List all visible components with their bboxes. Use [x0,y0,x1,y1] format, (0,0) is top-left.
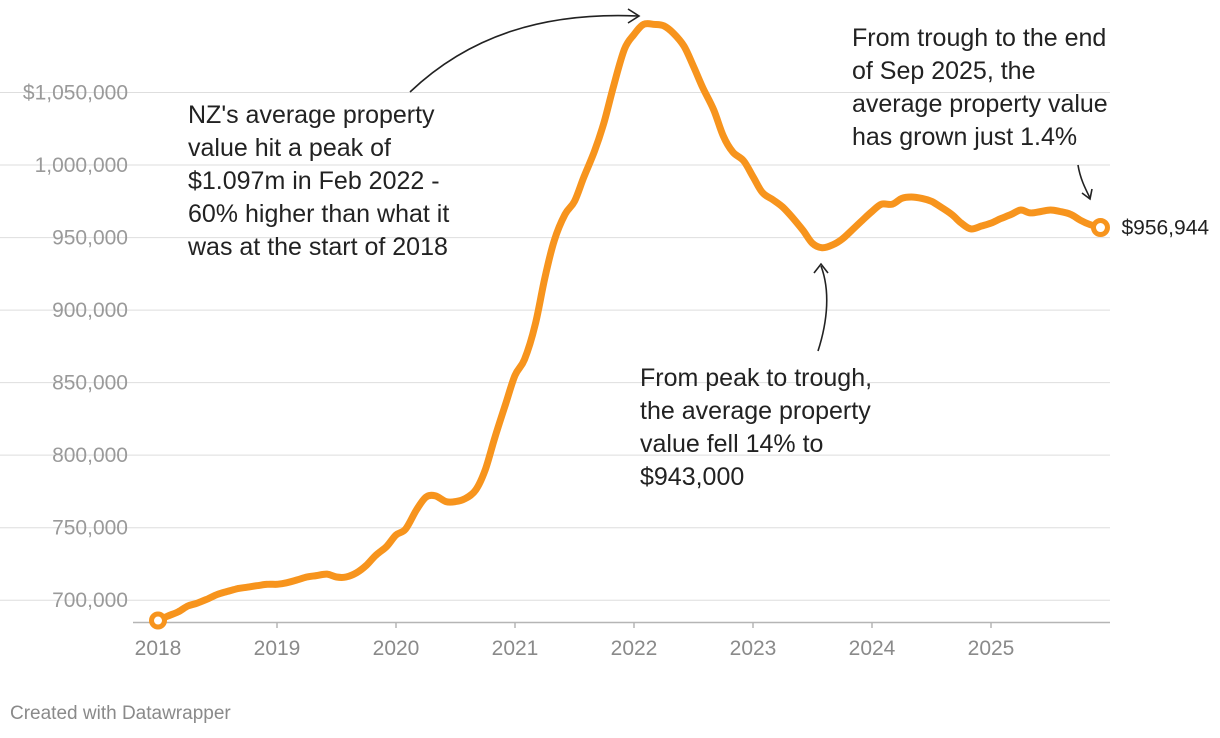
annotation-peak: NZ's average property value hit a peak of… [187,101,449,261]
annotation-trough: From peak to trough, the average property… [640,364,872,491]
arrow-end-head [1081,188,1093,201]
end-value-label: $956,944 [1121,217,1209,240]
series-line-average-property-value [154,20,1104,624]
annotation-line: 60% higher than what it [188,200,449,228]
y-tick-label: 850,000 [52,372,128,395]
arrow-trough [817,265,828,352]
x-tick-label: 2020 [373,637,420,660]
annotation-line: $1.097m in Feb 2022 - [188,167,440,195]
annotation-line: value hit a peak of [188,134,391,162]
arrow-end [1077,164,1091,199]
annotation-line: NZ's average property [188,101,435,129]
annotation-end: From trough to the end of Sep 2025, the av… [852,24,1108,151]
annotation-line: was at the start of 2018 [187,233,448,261]
gridlines [0,92,1110,601]
y-axis-tick-labels: 700,000 750,000 800,000 850,000 900,000 950,0… [23,82,128,613]
x-tick-label: 2024 [849,637,896,660]
annotation-line: of Sep 2025, the [852,57,1035,85]
y-tick-label: 700,000 [52,589,128,612]
annotation-line: the average property [640,397,871,425]
y-tick-label: 1,000,000 [35,154,128,177]
y-tick-label: 750,000 [52,517,128,540]
footer-credit: Created with Datawrapper [10,703,231,724]
annotation-line: average property value [852,90,1108,118]
x-tick-label: 2021 [492,637,539,660]
x-tick-label: 2025 [968,637,1015,660]
start-point-marker [149,611,167,630]
x-tick-label: 2023 [730,637,777,660]
y-tick-label: 900,000 [52,299,128,322]
annotation-line: From peak to trough, [640,364,872,392]
y-tick-label: 950,000 [52,227,128,250]
x-tick-label: 2022 [611,637,658,660]
end-point-marker [1090,218,1110,238]
arrow-peak-head [627,8,641,24]
annotation-line: $943,000 [640,463,744,491]
x-tick-label: 2018 [135,637,182,660]
x-axis-tick-labels: 2018 2019 2020 2021 2022 2023 2024 2025 [135,622,1015,660]
annotation-line: value fell 14% to [640,430,823,458]
annotation-line: has grown just 1.4% [852,123,1077,151]
arrow-trough-head [813,262,829,274]
x-tick-label: 2019 [254,637,301,660]
annotation-line: From trough to the end [852,24,1106,52]
y-tick-label: $1,050,000 [23,82,128,105]
arrow-peak [409,14,639,93]
y-tick-label: 800,000 [52,444,128,467]
